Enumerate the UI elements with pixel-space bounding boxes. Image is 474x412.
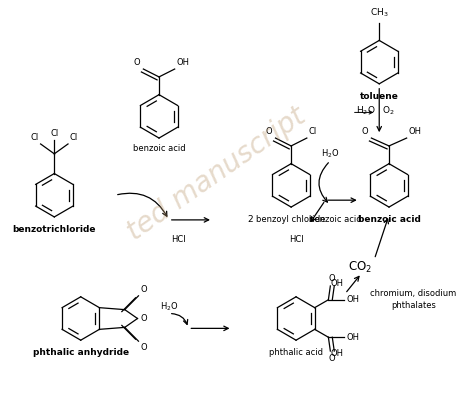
Text: benzoyl chloride: benzoyl chloride <box>256 215 326 224</box>
Text: Cl: Cl <box>309 127 317 136</box>
Text: chromium, disodium: chromium, disodium <box>370 289 456 298</box>
Text: phthalic anhydride: phthalic anhydride <box>33 348 129 357</box>
Text: ted manuscript: ted manuscript <box>121 102 310 246</box>
Text: HCl: HCl <box>289 235 303 243</box>
Text: phthalates: phthalates <box>391 301 436 310</box>
Text: O: O <box>140 343 147 352</box>
Text: O: O <box>140 314 147 323</box>
Text: CO$_2$: CO$_2$ <box>347 260 372 275</box>
Text: H$_2$O: H$_2$O <box>160 300 178 313</box>
Text: benzoic acid: benzoic acid <box>357 215 420 224</box>
Text: toluene: toluene <box>360 92 399 101</box>
Text: O: O <box>140 285 147 294</box>
Text: O: O <box>328 274 335 283</box>
Text: O: O <box>266 127 273 136</box>
Text: benzoic acid: benzoic acid <box>309 215 362 224</box>
Text: OH: OH <box>409 127 421 136</box>
Text: OH: OH <box>330 349 343 358</box>
Text: OH: OH <box>330 279 343 288</box>
Text: O: O <box>134 58 140 67</box>
Text: 2: 2 <box>247 215 253 224</box>
Text: HCl: HCl <box>171 235 186 243</box>
Text: O: O <box>362 127 368 136</box>
Text: H$_2$O: H$_2$O <box>321 147 339 160</box>
Text: benzotrichloride: benzotrichloride <box>12 225 96 234</box>
Text: Cl: Cl <box>50 129 58 138</box>
Text: Cl: Cl <box>70 133 78 142</box>
Text: OH: OH <box>346 333 359 342</box>
Text: O$_2$: O$_2$ <box>382 104 395 117</box>
Text: benzoic acid: benzoic acid <box>133 144 185 153</box>
Text: CH$_3$: CH$_3$ <box>370 6 389 19</box>
Text: OH: OH <box>346 295 359 304</box>
Text: Cl: Cl <box>30 133 39 142</box>
Text: phthalic acid: phthalic acid <box>269 348 323 357</box>
Text: O: O <box>328 354 335 363</box>
Text: H$_2$O: H$_2$O <box>356 104 375 117</box>
Text: OH: OH <box>177 58 190 67</box>
